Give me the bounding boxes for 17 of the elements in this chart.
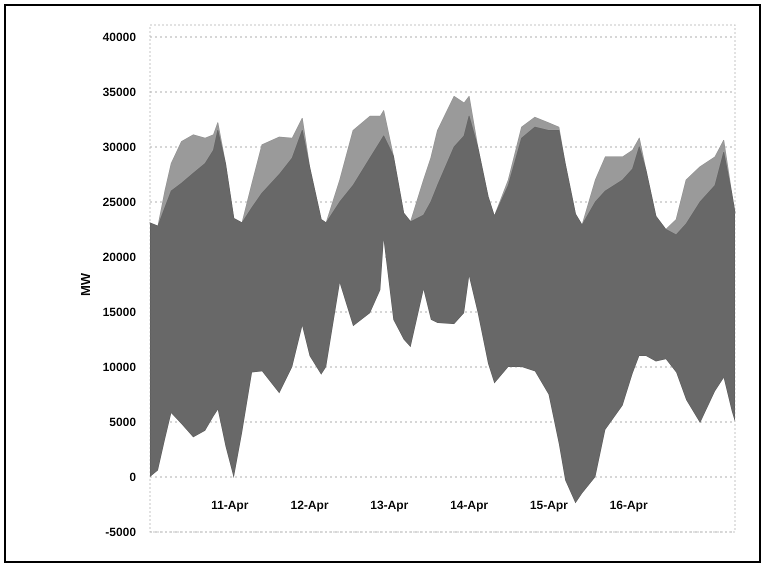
y-tick-label: 25000 — [102, 195, 136, 210]
x-tick-label: 11-Apr — [211, 498, 249, 512]
y-tick-label: 40000 — [102, 30, 136, 44]
x-tick-label: 14-Apr — [450, 498, 488, 512]
y-tick-label: 35000 — [102, 85, 136, 100]
x-tick-label: 15-Apr — [530, 498, 568, 512]
y-tick-label: 15000 — [102, 305, 136, 320]
y-tick-label: -5000 — [105, 525, 136, 540]
x-tick-label: 16-Apr — [610, 498, 648, 512]
y-tick-label: 10000 — [102, 360, 136, 374]
y-tick-label: 5000 — [109, 415, 136, 430]
x-tick-label: 12-Apr — [290, 498, 329, 512]
y-tick-label: 30000 — [102, 140, 136, 154]
y-tick-label: 0 — [129, 470, 136, 484]
y-axis-title: MW — [78, 272, 93, 296]
y-tick-label: 20000 — [102, 250, 136, 264]
x-tick-label: 13-Apr — [370, 498, 409, 512]
